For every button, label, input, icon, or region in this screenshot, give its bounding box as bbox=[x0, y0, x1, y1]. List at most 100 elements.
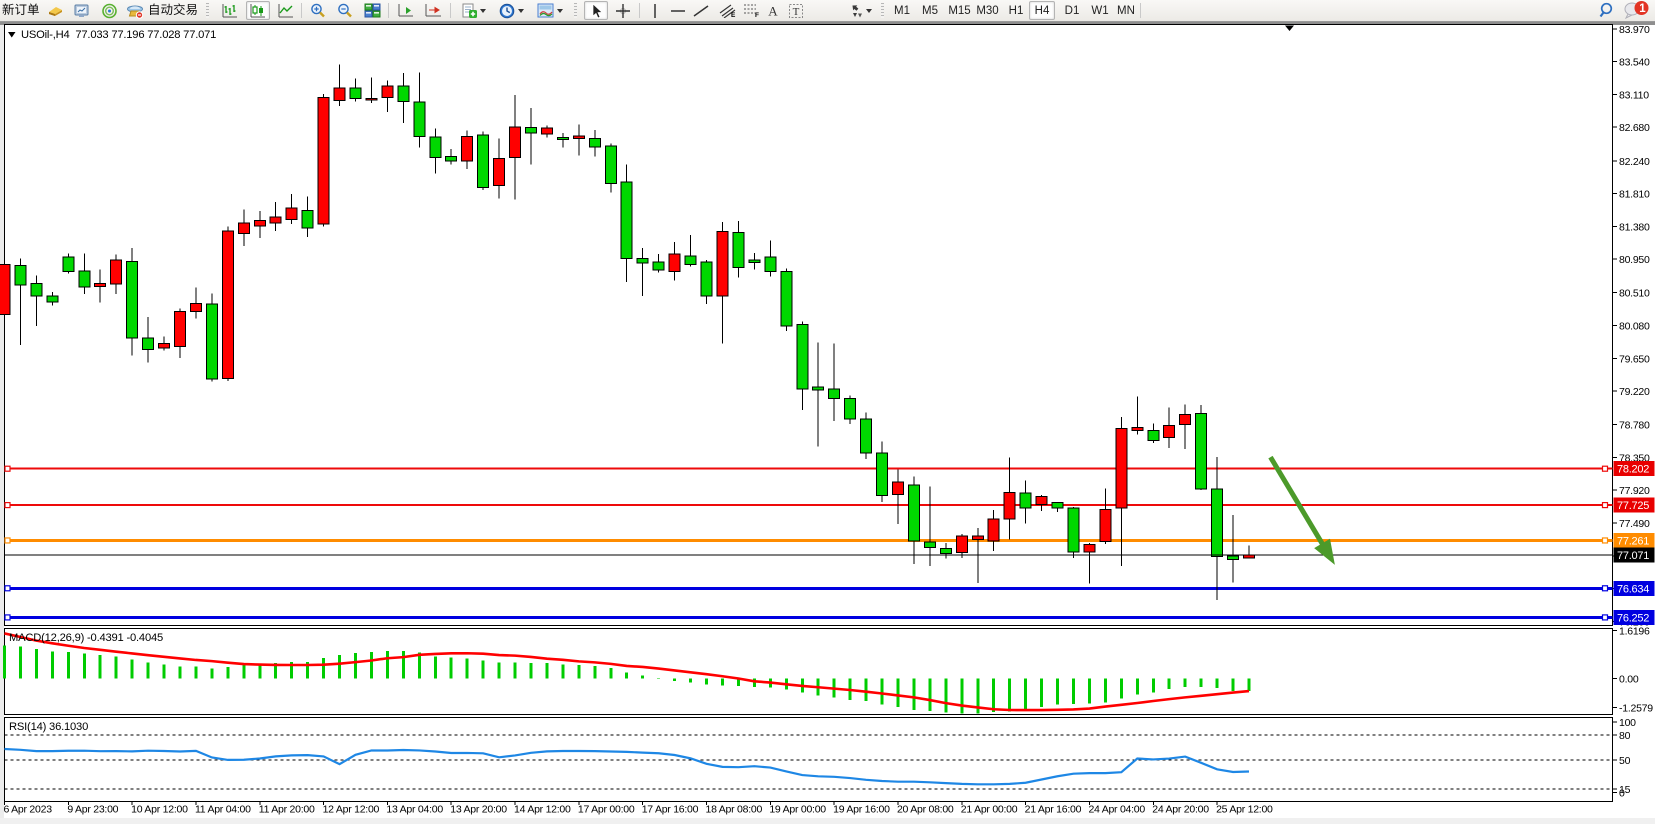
macd-hist-bar bbox=[194, 666, 198, 679]
trend-arrow[interactable] bbox=[1268, 455, 1335, 565]
candle-69 bbox=[1099, 488, 1112, 544]
timeframe-w1-button[interactable]: W1 bbox=[1087, 1, 1113, 20]
time-tick-label: 13 Apr 20:00 bbox=[450, 804, 507, 816]
macd-hist-bar bbox=[1247, 678, 1251, 691]
channel-button[interactable]: E bbox=[715, 1, 740, 20]
chart-bars-button[interactable] bbox=[218, 1, 242, 20]
macd-hist-bar bbox=[274, 662, 278, 679]
trendline-button[interactable] bbox=[690, 1, 712, 20]
vertical-line-button[interactable] bbox=[644, 1, 666, 20]
hline-76.634[interactable] bbox=[4, 585, 1613, 592]
zoom-in-button[interactable] bbox=[306, 1, 330, 20]
macd-hist-bar bbox=[1199, 678, 1203, 688]
hline-handle[interactable] bbox=[1601, 614, 1609, 621]
cursor-button[interactable] bbox=[584, 1, 608, 20]
candle-27 bbox=[429, 128, 442, 174]
timeframe-m5-button[interactable]: M5 bbox=[918, 1, 942, 20]
macd-hist-bar bbox=[944, 678, 948, 713]
candle-44 bbox=[700, 260, 713, 305]
horizontal-line-button[interactable] bbox=[667, 1, 689, 20]
hline-handle[interactable] bbox=[1601, 585, 1609, 592]
candle-73 bbox=[1163, 407, 1176, 449]
macd-hist-bar bbox=[178, 666, 182, 679]
chart-line-button[interactable] bbox=[274, 1, 298, 20]
search-button[interactable] bbox=[1596, 1, 1618, 20]
price-tick-label: 78.780 bbox=[1619, 420, 1650, 432]
periods-button[interactable] bbox=[494, 1, 528, 20]
candle-45 bbox=[716, 222, 729, 344]
macd-hist-bar bbox=[577, 665, 581, 679]
templates-button[interactable] bbox=[533, 1, 567, 20]
hline-77.725[interactable] bbox=[4, 501, 1613, 509]
timeframe-h1-button[interactable]: H1 bbox=[1004, 1, 1028, 20]
hline-handle[interactable] bbox=[4, 501, 11, 509]
macd-hist-bar bbox=[226, 667, 230, 679]
market-watch-button[interactable] bbox=[44, 1, 66, 20]
tile-windows-button[interactable] bbox=[360, 1, 384, 20]
hline-76.252[interactable] bbox=[4, 614, 1613, 621]
candle-6 bbox=[94, 269, 107, 303]
candle-61 bbox=[971, 527, 984, 584]
chart-shift-marker[interactable] bbox=[1285, 25, 1294, 32]
fibonacci-icon: F bbox=[743, 3, 760, 18]
hline-77.261[interactable] bbox=[4, 537, 1613, 544]
candle-9 bbox=[142, 317, 155, 363]
hline-78.202[interactable] bbox=[4, 465, 1613, 472]
timeframe-m30-button[interactable]: M30 bbox=[973, 1, 1002, 20]
time-tick-label: 11 Apr 20:00 bbox=[259, 804, 315, 816]
macd-hist-bar bbox=[720, 678, 724, 686]
macd-hist-bar bbox=[1024, 678, 1028, 711]
notifications-button[interactable]: 1 bbox=[1620, 1, 1652, 20]
fibonacci-button[interactable]: F bbox=[740, 1, 762, 20]
zoom-out-button[interactable] bbox=[333, 1, 357, 20]
rsi-label: RSI(14) 36.1030 bbox=[9, 720, 89, 733]
symbol-label: USOil-,H4 bbox=[21, 28, 70, 41]
hline-handle[interactable] bbox=[4, 614, 11, 621]
hline-handle[interactable] bbox=[4, 585, 11, 592]
hline-handle[interactable] bbox=[1601, 465, 1609, 472]
candle-22 bbox=[349, 78, 362, 102]
candle-20 bbox=[317, 93, 330, 227]
crosshair-button[interactable] bbox=[611, 1, 635, 20]
macd-hist-bar bbox=[290, 661, 294, 679]
timeframe-m1-button[interactable]: M1 bbox=[890, 1, 914, 20]
macd-hist-bar bbox=[1231, 678, 1235, 692]
text-label-button[interactable]: T bbox=[785, 1, 807, 20]
macd-hist-bar bbox=[992, 678, 996, 712]
arrows-button[interactable] bbox=[840, 1, 878, 20]
timeframe-h4-button[interactable]: H4 bbox=[1029, 1, 1055, 20]
chart-candles-button[interactable] bbox=[246, 1, 270, 20]
candle-74 bbox=[1179, 404, 1192, 449]
candle-52 bbox=[828, 343, 841, 422]
new-order-button[interactable] bbox=[1, 1, 41, 20]
timeframe-d1-button[interactable]: D1 bbox=[1060, 1, 1084, 20]
hline-handle[interactable] bbox=[1601, 537, 1609, 544]
market-watch-icon bbox=[47, 3, 64, 19]
hline-handle[interactable] bbox=[4, 537, 11, 544]
terminal-button[interactable] bbox=[97, 1, 121, 20]
macd-hist-bar bbox=[449, 657, 453, 679]
autotrading-button[interactable] bbox=[124, 1, 200, 20]
autotrading-button-label bbox=[148, 3, 198, 18]
time-tick-label: 14 Apr 12:00 bbox=[514, 804, 571, 816]
text-button[interactable]: A bbox=[763, 1, 783, 20]
hline-handle[interactable] bbox=[1601, 501, 1609, 509]
candle-10 bbox=[158, 336, 171, 351]
macd-hist-bar bbox=[864, 678, 868, 702]
navigator-button[interactable] bbox=[70, 1, 94, 20]
timeframe-mn-button[interactable]: MN bbox=[1113, 1, 1139, 20]
timeframe-m15-button[interactable]: M15 bbox=[945, 1, 974, 20]
macd-hist-bar bbox=[3, 645, 6, 679]
new-order-button-label bbox=[2, 3, 40, 18]
price-tick-label: 77.920 bbox=[1619, 485, 1650, 497]
auto-scroll-button[interactable] bbox=[393, 1, 417, 20]
candle-63 bbox=[1003, 457, 1016, 540]
chart-shift-button[interactable] bbox=[420, 1, 446, 20]
macd-signal-line bbox=[4, 632, 1250, 712]
hline-handle[interactable] bbox=[4, 465, 11, 472]
symbol-dropdown-icon[interactable] bbox=[8, 32, 16, 38]
candle-2 bbox=[30, 275, 43, 327]
macd-hist-bar bbox=[513, 662, 517, 679]
indicators-button[interactable] bbox=[457, 1, 489, 20]
